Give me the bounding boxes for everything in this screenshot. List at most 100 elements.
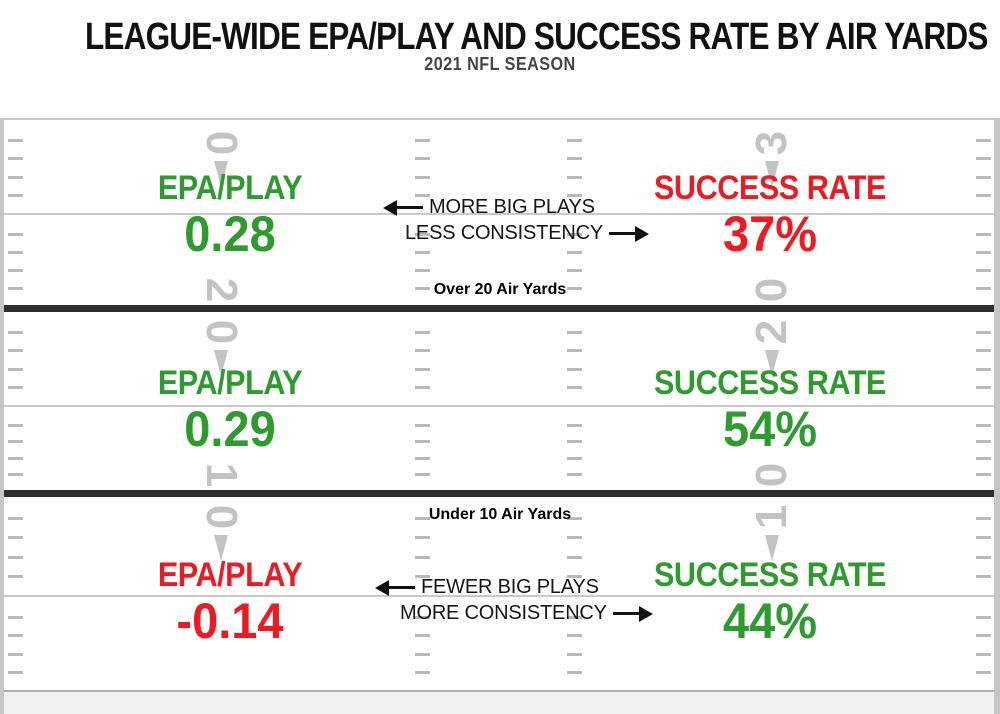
hash-mark	[567, 386, 582, 389]
stat-success-over20: SUCCESS RATE 37%	[595, 170, 945, 260]
yard-number-digit: 1	[746, 504, 796, 530]
yard-line	[0, 118, 1000, 120]
hash-mark	[8, 157, 23, 160]
hash-mark	[415, 251, 430, 254]
hash-mark	[415, 386, 430, 389]
stat-label: EPA/PLAY	[157, 364, 303, 402]
hash-mark	[415, 139, 430, 142]
down-arrow-icon	[214, 535, 228, 561]
stat-value: 44%	[722, 593, 818, 649]
hash-mark	[976, 517, 991, 520]
hash-mark	[567, 653, 582, 656]
stat-label: SUCCESS RATE	[653, 556, 887, 594]
hash-mark	[567, 671, 582, 674]
hash-mark	[8, 440, 23, 443]
hash-mark	[415, 473, 430, 476]
stat-value: -0.14	[176, 593, 284, 649]
hash-mark	[8, 233, 23, 236]
hash-mark	[976, 194, 991, 197]
stat-label: EPA/PLAY	[157, 169, 303, 207]
hash-mark	[415, 349, 430, 352]
stat-epa-over20: EPA/PLAY 0.28	[55, 170, 405, 260]
hash-mark	[567, 368, 582, 371]
right-arrow-icon	[638, 605, 653, 622]
hash-mark	[8, 287, 23, 290]
hash-mark	[976, 139, 991, 142]
hash-mark	[976, 653, 991, 656]
hash-mark	[567, 634, 582, 637]
stat-success-mid: SUCCESS RATE 54%	[595, 365, 945, 455]
yard-number-digit: 0	[196, 504, 246, 530]
hash-mark	[415, 440, 430, 443]
field-right-border	[994, 118, 1000, 714]
hash-mark	[8, 457, 23, 460]
hash-mark	[567, 176, 582, 179]
stat-success-under10: SUCCESS RATE 44%	[595, 557, 945, 647]
down-arrow-icon	[214, 161, 228, 187]
hash-mark	[567, 287, 582, 290]
yard-number-digit: 1	[196, 462, 246, 488]
hash-mark	[8, 349, 23, 352]
down-arrow-icon	[765, 535, 779, 561]
stat-label: SUCCESS RATE	[653, 169, 887, 207]
hash-mark	[8, 139, 23, 142]
goal-line	[0, 690, 1000, 692]
hash-mark	[976, 251, 991, 254]
hash-mark	[8, 194, 23, 197]
hash-mark	[567, 194, 582, 197]
hash-mark	[415, 575, 430, 578]
hash-mark	[8, 653, 23, 656]
stat-value: 37%	[722, 206, 818, 262]
hash-mark	[8, 536, 23, 539]
yard-number-digit: 2	[746, 319, 796, 345]
hash-mark	[567, 331, 582, 334]
hash-mark	[976, 556, 991, 559]
hash-mark	[976, 473, 991, 476]
hash-mark	[976, 368, 991, 371]
hash-mark	[415, 653, 430, 656]
down-arrow-icon	[765, 350, 779, 376]
label-over-20-air-yards: Over 20 Air Yards	[433, 281, 567, 298]
hash-mark	[567, 517, 582, 520]
hash-mark	[567, 139, 582, 142]
hash-mark	[567, 440, 582, 443]
yard-number-digit: 0	[746, 462, 796, 488]
field: 3 0 0 3 2 0 0 2 1 0 0 1 Over 20 Air Yard…	[0, 118, 1000, 714]
annotation-more-big-plays: MORE BIG PLAYS	[383, 196, 595, 219]
hash-mark	[976, 269, 991, 272]
annotation-text: MORE BIG PLAYS	[429, 196, 595, 218]
yard-number-digit: 0	[196, 319, 246, 345]
hash-mark	[415, 671, 430, 674]
hash-mark	[415, 368, 430, 371]
hash-mark	[8, 331, 23, 334]
hash-mark	[567, 556, 582, 559]
hash-mark	[567, 233, 582, 236]
hash-mark	[415, 634, 430, 637]
stat-value: 0.29	[184, 401, 276, 457]
hash-mark	[567, 349, 582, 352]
hash-mark	[8, 368, 23, 371]
hash-mark	[976, 536, 991, 539]
hash-mark	[976, 331, 991, 334]
hash-mark	[8, 269, 23, 272]
hash-mark	[8, 176, 23, 179]
hash-mark	[8, 473, 23, 476]
hash-mark	[8, 251, 23, 254]
hash-mark	[8, 616, 23, 619]
hash-mark	[8, 424, 23, 427]
stat-label: SUCCESS RATE	[653, 364, 887, 402]
hash-mark	[415, 269, 430, 272]
hash-mark	[567, 473, 582, 476]
hash-mark	[8, 386, 23, 389]
down-arrow-icon	[214, 350, 228, 376]
yard-number-digit: 0	[746, 277, 796, 303]
hash-mark	[415, 331, 430, 334]
hash-mark	[415, 556, 430, 559]
hash-mark	[415, 233, 430, 236]
hash-mark	[976, 287, 991, 290]
boundary-line-under10	[0, 490, 1000, 497]
stat-value: 54%	[722, 401, 818, 457]
hash-mark	[976, 575, 991, 578]
yard-number-digit: 0	[196, 130, 246, 156]
